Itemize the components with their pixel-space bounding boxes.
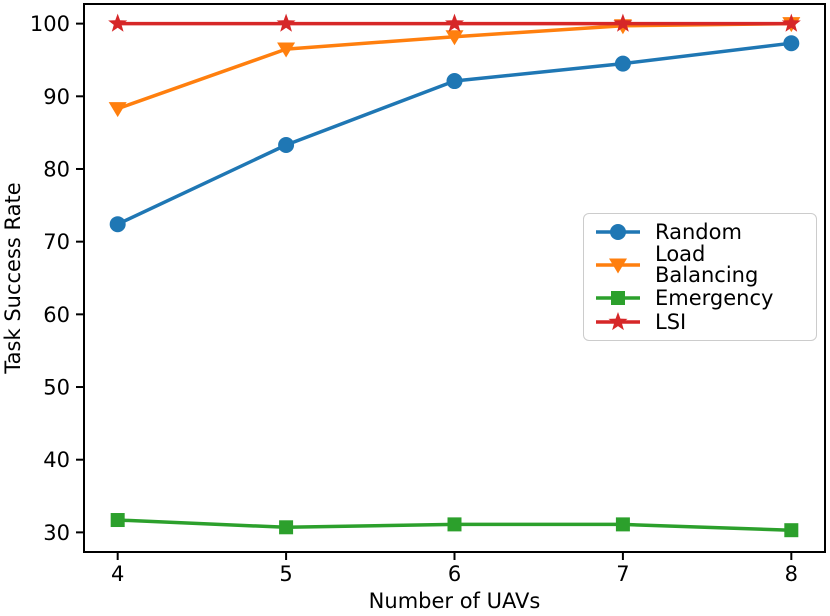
legend-item-emergency: Emergency: [594, 286, 806, 310]
load-balancing-marker: [277, 42, 296, 58]
legend-label: Emergency: [655, 285, 774, 310]
legend-item-lsi: LSI: [594, 310, 806, 334]
y-tick-label: 30: [43, 521, 70, 545]
load-balancing-marker: [108, 102, 127, 118]
legend-label: Load Balancing: [655, 242, 759, 287]
legend-item-random: Random: [594, 220, 806, 244]
legend: Random Load Balancing Emergency LSI: [583, 213, 817, 341]
lsi-marker: [276, 13, 296, 32]
x-tick-label: 7: [616, 562, 629, 586]
legend-sample-marker: [611, 291, 625, 305]
plot-frame: [83, 3, 826, 553]
legend-sample-marker: [608, 312, 628, 331]
load-balancing-marker: [445, 30, 464, 46]
x-tick-label: 4: [111, 562, 124, 586]
y-tick-label: 70: [43, 230, 70, 254]
load-balancing-triangle-marker-icon: [596, 258, 640, 274]
random-marker: [278, 136, 295, 153]
random-line: [116, 41, 792, 226]
emergency-marker: [110, 513, 125, 528]
emergency-marker: [784, 523, 799, 538]
legend-label: LSI: [655, 309, 687, 334]
emergency-marker: [279, 520, 294, 535]
legend-label: Random: [655, 219, 742, 244]
emergency-marker: [615, 517, 630, 532]
y-tick-label: 80: [43, 157, 70, 181]
x-tick-label: 5: [279, 562, 292, 586]
lsi-marker: [613, 13, 633, 32]
lsi-marker: [781, 13, 801, 32]
legend-item-load-balancing: Load Balancing: [594, 244, 806, 286]
random-marker: [783, 35, 800, 52]
random-marker: [614, 55, 631, 72]
random-marker: [109, 216, 126, 233]
lsi-star-marker-icon: [596, 312, 640, 331]
legend-sample-marker: [610, 224, 626, 240]
y-axis-label: Task Success Rate: [1, 182, 25, 374]
y-tick-label: 50: [43, 376, 70, 400]
emergency-square-marker-icon: [596, 291, 640, 305]
emergency-marker: [447, 517, 462, 532]
random-circle-marker-icon: [596, 224, 640, 240]
x-axis-label: Number of UAVs: [368, 589, 541, 613]
x-tick-label: 8: [785, 562, 798, 586]
x-tick-label: 6: [448, 562, 461, 586]
y-tick-label: 40: [43, 448, 70, 472]
y-tick-label: 100: [30, 12, 70, 36]
legend-sample-marker: [609, 258, 627, 274]
lsi-marker: [444, 13, 465, 32]
y-tick-label: 90: [43, 85, 70, 109]
y-tick-label: 60: [43, 303, 70, 327]
random-marker: [446, 73, 463, 90]
lsi-marker: [108, 13, 128, 32]
